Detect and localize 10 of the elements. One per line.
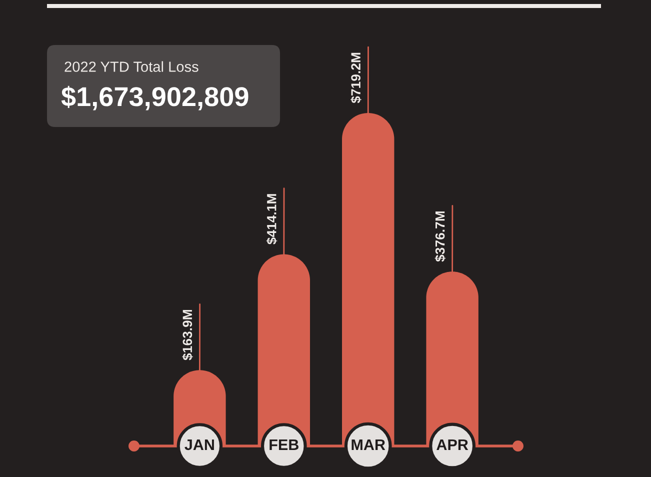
x-tick-label: JAN <box>184 439 214 450</box>
data-label: $163.9M <box>182 310 193 360</box>
x-tick-label: MAR <box>352 439 386 450</box>
data-label: $376.7M <box>434 211 446 262</box>
chart-title: 2022 YTD Total Loss <box>64 61 198 72</box>
x-tick-label: APR <box>436 439 468 450</box>
x-tick-label: FEB <box>270 439 298 450</box>
data-label: $414.1M <box>266 194 278 244</box>
chart-subtitle: $1,673,902,809 <box>61 86 248 110</box>
data-label: $719.2M <box>350 52 362 104</box>
